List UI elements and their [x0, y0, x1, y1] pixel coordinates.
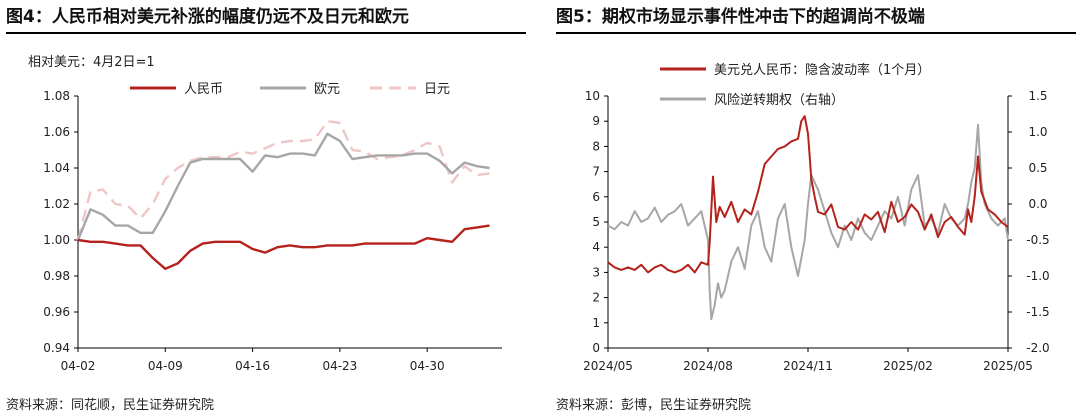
right-series-line-rr	[607, 123, 1009, 321]
right-y-right-tick-label: -1.5	[1026, 305, 1049, 319]
right-y-left-tick-label: 6	[592, 190, 600, 204]
right-legend-label-vol: 美元兑人民币：隐含波动率（1个月）	[714, 62, 930, 78]
right-title-rule	[556, 32, 1076, 34]
left-series-line-jpy	[76, 119, 490, 241]
right-line-chart: 0 1 2 3 4 5 6 7 8 9 10 -2.0 -1.5 -1.0 -0.5 0.0 0.5 1.0 1.5…	[583, 62, 1050, 373]
right-y-right-tick-label: -0.5	[1026, 233, 1049, 247]
left-title-rule	[6, 32, 526, 34]
right-x-tick-label: 2025/02	[883, 359, 933, 373]
right-y-left-tick-label: 7	[592, 165, 600, 179]
left-series-line-rmb	[77, 224, 490, 271]
left-legend-label-jpy: 日元	[424, 82, 450, 97]
right-chart-panel: 图5：期权市场显示事件性冲击下的超调尚不极端 0 1 2 3 4 5 6 7 8 9 10 -2.0 -…	[550, 0, 1080, 416]
left-y-tick-label: 0.98	[43, 269, 70, 283]
left-source-note: 资料来源：同花顺，民生证券研究院	[6, 398, 215, 413]
right-y-left-tick-label: 1	[592, 316, 600, 330]
right-y-right-tick-label: -1.0	[1026, 269, 1049, 283]
right-y-right-tick-label: 1.0	[1028, 125, 1047, 139]
left-x-tick-label: 04-23	[322, 359, 357, 373]
right-x-tick-label: 2025/05	[983, 359, 1033, 373]
left-series-line-eur	[76, 132, 490, 241]
right-legend-label-rr: 风险逆转期权（右轴）	[714, 92, 844, 108]
left-y-tick-label: 1.04	[43, 161, 70, 175]
right-y-left-tick-label: 0	[592, 341, 600, 355]
right-y-right-tick-label: 0.0	[1028, 197, 1047, 211]
right-y-right-tick-label: 0.5	[1028, 161, 1047, 175]
left-y-tick-label: 1.06	[43, 125, 70, 139]
right-series-line-vol	[607, 115, 1009, 274]
left-chart-title: 图4：人民币相对美元补涨的幅度仍远不及日元和欧元	[6, 7, 409, 27]
left-note: 相对美元：4月2日=1	[28, 55, 155, 70]
right-y-left-tick-label: 2	[592, 291, 600, 305]
left-legend-label-eur: 欧元	[314, 82, 340, 97]
right-y-left-tick-label: 4	[592, 240, 600, 254]
left-y-tick-label: 0.94	[43, 341, 70, 355]
left-x-tick-label: 04-02	[61, 359, 96, 373]
right-x-tick-label: 2024/11	[783, 359, 833, 373]
left-x-tick-label: 04-16	[235, 359, 270, 373]
left-line-chart: 相对美元：4月2日=1 0.94 0.96 0.98 1.00 1.02 1.04 1.06 1…	[28, 55, 502, 373]
left-y-tick-label: 1.08	[43, 89, 70, 103]
right-y-right-tick-label: -2.0	[1026, 341, 1049, 355]
right-x-tick-label: 2024/05	[583, 359, 633, 373]
right-y-right-tick-label: 1.5	[1028, 89, 1047, 103]
right-y-left-tick-label: 5	[592, 215, 600, 229]
left-y-tick-label: 1.02	[43, 197, 70, 211]
right-x-tick-label: 2024/08	[683, 359, 733, 373]
right-y-left-tick-label: 9	[592, 114, 600, 128]
right-y-left-tick-label: 10	[585, 89, 600, 103]
left-x-tick-label: 04-30	[410, 359, 445, 373]
left-y-tick-label: 1.00	[43, 233, 70, 247]
left-legend-label-rmb: 人民币	[184, 82, 223, 97]
right-y-left-tick-label: 8	[592, 139, 600, 153]
right-y-left-tick-label: 3	[592, 265, 600, 279]
right-chart-title: 图5：期权市场显示事件性冲击下的超调尚不极端	[556, 7, 925, 27]
right-source-note: 资料来源：彭博，民生证券研究院	[556, 398, 752, 413]
left-y-tick-label: 0.96	[43, 305, 70, 319]
left-chart-panel: 图4：人民币相对美元补涨的幅度仍远不及日元和欧元 相对美元：4月2日=1 0.94…	[0, 0, 530, 416]
left-x-tick-label: 04-09	[148, 359, 183, 373]
